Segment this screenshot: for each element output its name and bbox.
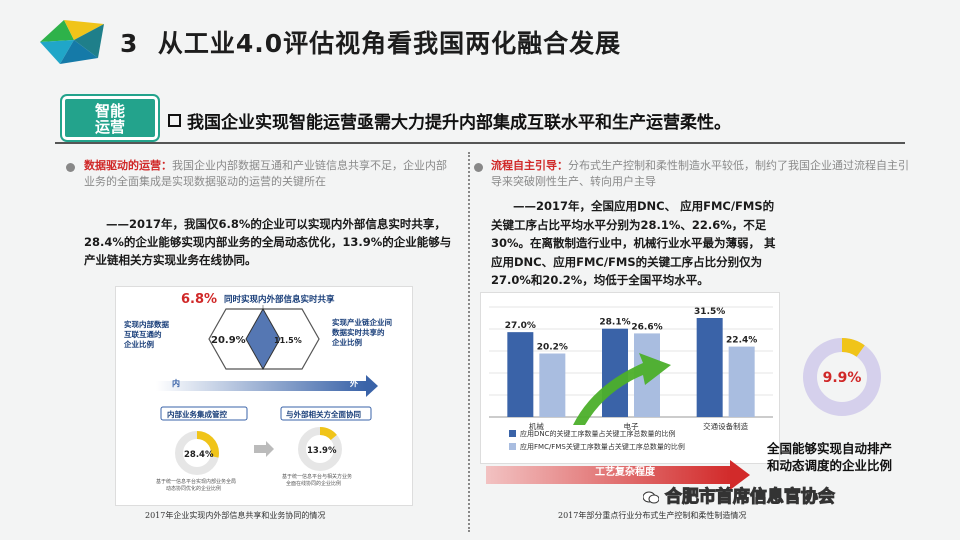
auto-scheduling-donut: 9.9% <box>803 338 881 416</box>
subheading: 我国企业实现智能运营亟需大力提升内部集成互联水平和生产运营柔性。 <box>168 108 731 133</box>
logo-icon <box>40 20 104 64</box>
legend-label: 应用DNC的关键工序数量占关键工序总数量的比例 <box>520 429 676 438</box>
watermark: 合肥市首席信息官协会 <box>642 482 835 508</box>
box-internal: 内部业务集成管控 <box>167 409 227 419</box>
page-title: 3 从工业4.0评估视角看我国两化融合发展 <box>120 29 622 58</box>
right-body: ——2017年，全国应用DNC、 应用FMC/FMS的关键工序占比平均水平分别为… <box>491 199 776 287</box>
right-caption: 2017年部分重点行业分布式生产控制和柔性制造情况 <box>558 511 747 520</box>
inner-label: 内 <box>172 378 180 388</box>
bar-value-label: 28.1% <box>599 318 630 328</box>
arrow-icon <box>254 441 274 457</box>
left-caption: 2017年企业实现内外部信息共享和业务协同的情况 <box>145 511 326 520</box>
bar-value-label: 26.6% <box>631 322 662 332</box>
note-internal: 基于统一信息平台实现内部业务全局动态协同优化的企业比例 <box>156 478 236 492</box>
category-label: 电子 <box>624 421 639 431</box>
left-figure: 6.8% 同时实现内外部信息实时共享 20.9% 11.5% 实现内部数据互联互… <box>115 286 413 506</box>
section-badge: 智能 运营 <box>62 96 158 140</box>
bar <box>539 353 566 417</box>
share-label: 同时实现内外部信息实时共享 <box>224 294 335 305</box>
bar-value-label: 22.4% <box>726 336 757 346</box>
category-label: 交通设备制造 <box>703 421 748 431</box>
integration-diagram: 6.8% 同时实现内外部信息实时共享 20.9% 11.5% 实现内部数据互联互… <box>123 292 392 492</box>
legend-swatch <box>509 443 516 450</box>
bar-value-label: 20.2% <box>537 343 568 353</box>
bar-value-label: 27.0% <box>505 321 536 331</box>
note-external: 基于统一信息平台与相关方业务全面在线协同的企业比例 <box>282 473 352 487</box>
right-intro: 流程自主引导：分布式生产控制和柔性制造水平较低，制约了我国企业通过流程自主引导来… <box>491 159 909 188</box>
arrow-label: 工艺复杂程度 <box>595 467 655 478</box>
column-divider <box>468 152 470 532</box>
donut-label: 全国能够实现自动排产 和动态调度的企业比例 <box>767 441 893 473</box>
svg-text:13.9%: 13.9% <box>307 446 337 456</box>
bar-chart-panel: 27.0% 20.2% 机械 28.1% 26.6% 电子 31.5% 22.4% 交通设备制造… <box>480 292 780 464</box>
bullet-icon <box>66 163 75 172</box>
trend-arrow-icon <box>573 353 671 425</box>
square-bullet-icon <box>168 114 181 127</box>
donut-external: 13.9% <box>298 427 342 471</box>
external-value: 11.5% <box>274 336 302 345</box>
donut-internal: 28.4% <box>175 431 219 475</box>
bullet-icon <box>474 163 483 172</box>
legend-swatch <box>509 430 516 437</box>
bar <box>507 332 534 417</box>
bar-chart: 27.0% 20.2% 机械 28.1% 26.6% 电子 31.5% 22.4% 交通设备制造… <box>489 306 773 451</box>
box-external: 与外部相关方全面协同 <box>286 409 361 419</box>
outer-label: 外 <box>350 378 358 388</box>
legend-label: 应用FMC/FMS关键工序数量占关键工序总数量的比例 <box>520 442 685 451</box>
left-intro: 数据驱动的运营：我国企业内部数据互通和产业链信息共享不足，企业内部业务的全面集成… <box>84 159 447 188</box>
left-body: ——2017年，我国仅6.8%的企业可以实现内外部信息实时共享，28.4%的企业… <box>84 217 452 267</box>
divider <box>55 142 905 144</box>
internal-label: 实现内部数据互联互通的企业比例 <box>123 319 169 349</box>
category-label: 机械 <box>529 421 544 431</box>
bar <box>728 346 755 417</box>
external-label: 实现产业链企业间数据实时共享的企业比例 <box>331 317 392 347</box>
svg-text:9.9%: 9.9% <box>823 370 862 386</box>
bar <box>696 318 723 417</box>
bar-value-label: 31.5% <box>694 307 725 317</box>
svg-text:28.4%: 28.4% <box>184 450 214 460</box>
internal-value: 20.9% <box>211 335 246 346</box>
complexity-arrow <box>486 460 750 490</box>
share-value: 6.8% <box>181 292 217 307</box>
wechat-icon <box>642 491 660 503</box>
